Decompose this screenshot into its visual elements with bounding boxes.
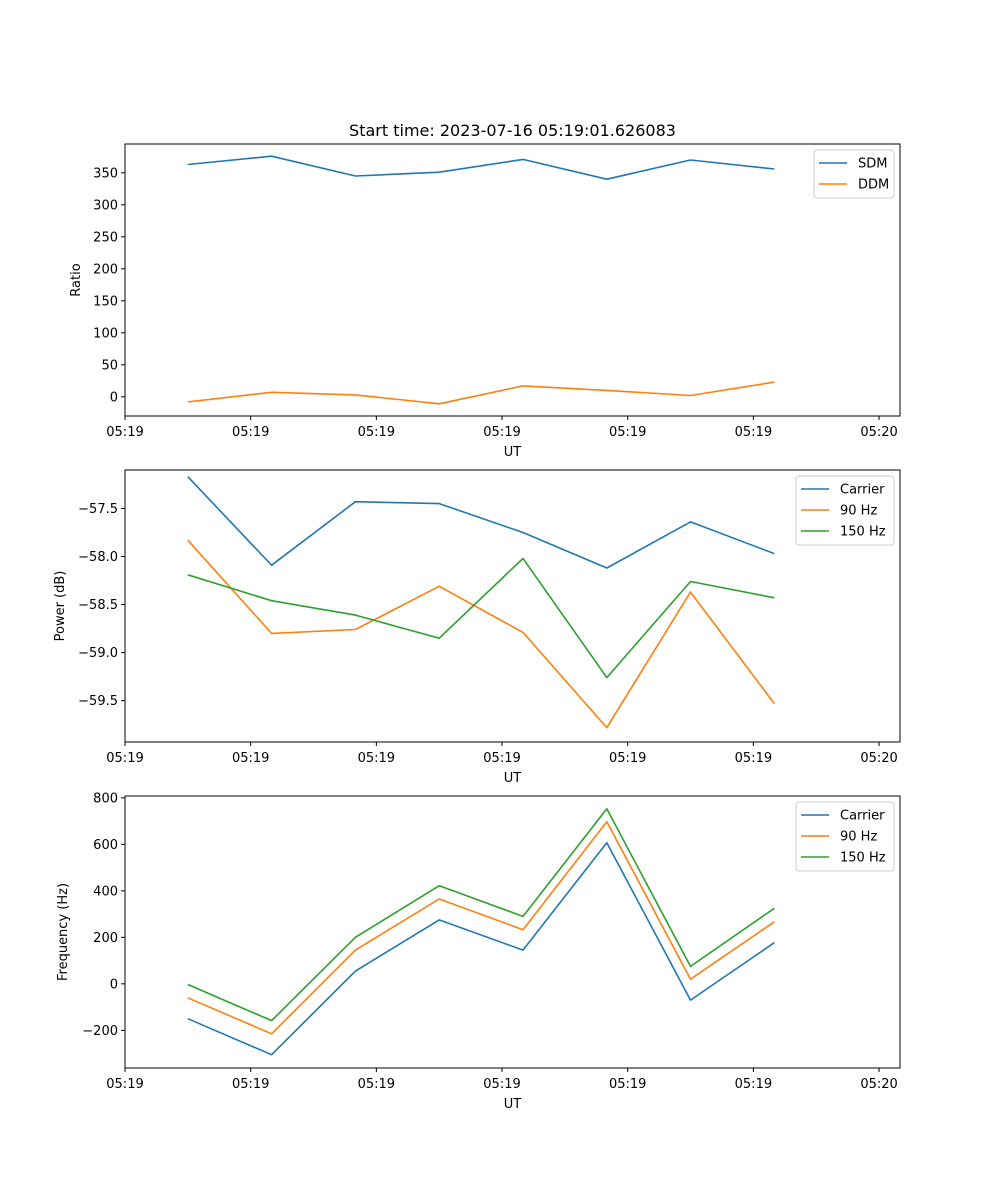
- y-tick-label: 400: [93, 884, 118, 899]
- x-tick-label: 05:19: [609, 1077, 646, 1092]
- x-tick-label: 05:19: [358, 751, 395, 766]
- x-tick-label: 05:19: [106, 1077, 143, 1092]
- series-line-carrier: [187, 476, 775, 569]
- y-tick-label: 300: [93, 198, 118, 213]
- series-line-ddm: [187, 381, 775, 405]
- x-tick-label: 05:20: [860, 425, 897, 440]
- legend-label: 90 Hz: [840, 504, 877, 519]
- axes-frame: [124, 469, 901, 743]
- x-tick-label: 05:20: [860, 1077, 897, 1092]
- y-tick-label: −200: [82, 1024, 118, 1039]
- legend: Carrier 90 Hz 150 Hz: [795, 475, 895, 546]
- x-axis-label: UT: [504, 445, 522, 460]
- series-line-sdm: [187, 155, 775, 180]
- x-tick-label: 05:19: [106, 425, 143, 440]
- legend-label: Carrier: [840, 483, 885, 498]
- legend-label: Carrier: [840, 809, 885, 824]
- y-tick-label: −58.0: [78, 550, 118, 565]
- legend-box: [795, 475, 895, 546]
- series-line-90-hz: [187, 820, 775, 1035]
- x-tick-label: 05:19: [232, 425, 269, 440]
- x-tick-label: 05:19: [106, 751, 143, 766]
- x-axis-label: UT: [504, 771, 522, 786]
- y-tick-label: −59.0: [78, 646, 118, 661]
- y-tick-label: 250: [93, 230, 118, 245]
- legend-label: 150 Hz: [840, 525, 886, 540]
- x-tick-label: 05:19: [232, 751, 269, 766]
- legend-label: DDM: [858, 178, 889, 193]
- y-tick-label: 800: [93, 791, 118, 806]
- power-panel: UT Power (dB) 05:19 05:19 05:19 05:19 05:19 0…: [53, 469, 901, 786]
- x-axis-label: UT: [504, 1097, 522, 1112]
- legend-box: [813, 149, 895, 199]
- axes-frame: [124, 795, 901, 1069]
- y-tick-label: 350: [93, 166, 118, 181]
- x-tick-label: 05:19: [609, 425, 646, 440]
- y-tick-label: 150: [93, 294, 118, 309]
- x-tick-label: 05:19: [483, 751, 520, 766]
- y-tick-label: −58.5: [78, 598, 118, 613]
- series-line-carrier: [187, 841, 775, 1056]
- y-tick-label: 0: [110, 977, 118, 992]
- x-tick-label: 05:19: [735, 425, 772, 440]
- y-tick-label: 600: [93, 838, 118, 853]
- x-tick-label: 05:20: [860, 751, 897, 766]
- legend-label: 150 Hz: [840, 851, 886, 866]
- legend: Carrier 90 Hz 150 Hz: [795, 801, 895, 872]
- y-tick-label: 50: [101, 358, 118, 373]
- legend-label: 90 Hz: [840, 830, 877, 845]
- y-tick-label: 200: [93, 931, 118, 946]
- chart-title: Start time: 2023-07-16 05:19:01.626083: [349, 121, 676, 140]
- series-line-90-hz: [187, 539, 775, 729]
- x-tick-label: 05:19: [232, 1077, 269, 1092]
- y-tick-label: −59.5: [78, 694, 118, 709]
- legend-box: [795, 801, 895, 872]
- y-tick-label: 0: [110, 390, 118, 405]
- y-tick-label: 100: [93, 326, 118, 341]
- y-axis-label: Power (dB): [53, 571, 68, 642]
- frequency-panel: UT Frequency (Hz) 05:19 05:19 05:19 05:19 05…: [56, 791, 901, 1112]
- x-tick-label: 05:19: [735, 1077, 772, 1092]
- y-tick-label: −57.5: [78, 502, 118, 517]
- y-axis-label: Ratio: [69, 263, 84, 296]
- axes-frame: [124, 143, 901, 417]
- x-tick-label: 05:19: [358, 425, 395, 440]
- x-tick-label: 05:19: [609, 751, 646, 766]
- x-tick-label: 05:19: [735, 751, 772, 766]
- x-tick-label: 05:19: [358, 1077, 395, 1092]
- series-line-150-hz: [187, 807, 775, 1022]
- y-tick-label: 200: [93, 262, 118, 277]
- ratio-panel: Start time: 2023-07-16 05:19:01.626083 U…: [69, 121, 901, 460]
- series-line-150-hz: [187, 557, 775, 679]
- x-tick-label: 05:19: [483, 1077, 520, 1092]
- legend-label: SDM: [858, 157, 887, 172]
- x-tick-label: 05:19: [483, 425, 520, 440]
- y-axis-label: Frequency (Hz): [56, 883, 71, 981]
- legend: SDM DDM: [813, 149, 895, 199]
